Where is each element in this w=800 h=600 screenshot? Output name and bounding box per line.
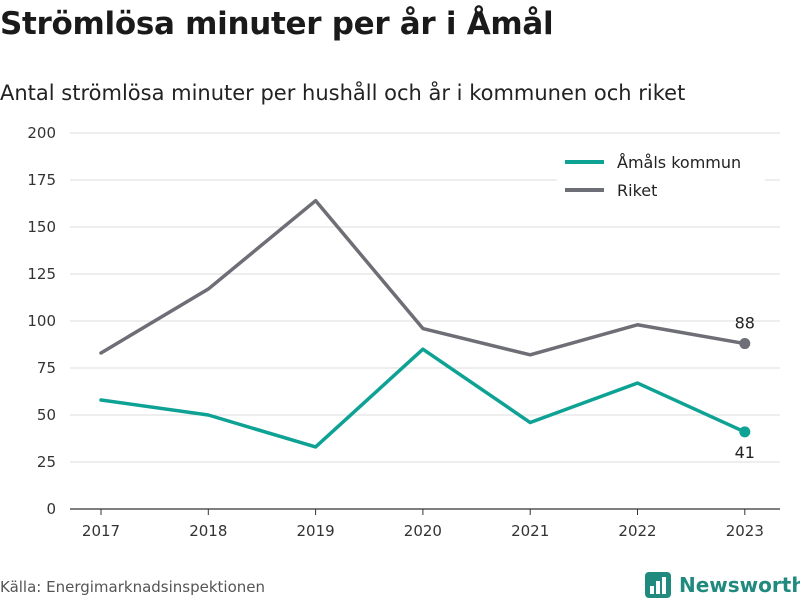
end-point-marker xyxy=(739,426,751,438)
chart-subtitle: Antal strömlösa minuter per hushåll och … xyxy=(0,81,686,105)
y-tick-label: 175 xyxy=(27,171,56,189)
x-tick-label: 2022 xyxy=(618,522,656,540)
y-tick-label: 150 xyxy=(27,218,56,236)
end-value-label: 41 xyxy=(735,443,755,462)
source-note: Källa: Energimarknadsinspektionen xyxy=(0,578,266,596)
series-line xyxy=(99,347,747,449)
line-chart: 0 25 50 75 100 125 150 175 200 2017 2018 2019 2020 20… xyxy=(27,124,780,540)
chart-title: Strömlösa minuter per år i Åmål xyxy=(0,6,554,42)
legend-background xyxy=(557,145,765,209)
y-tick-label: 75 xyxy=(37,359,56,377)
y-tick-label: 25 xyxy=(37,453,56,471)
x-tick-label: 2017 xyxy=(82,522,120,540)
x-tick-label: 2019 xyxy=(297,522,335,540)
y-tick-label: 0 xyxy=(46,500,56,518)
end-value-label: 88 xyxy=(735,314,755,333)
y-tick-label: 200 xyxy=(27,124,56,142)
brand-name: Newsworthy xyxy=(679,573,800,597)
newsworthy-logo-icon xyxy=(645,572,671,598)
y-tick-label: 125 xyxy=(27,265,56,283)
x-tick-label: 2021 xyxy=(511,522,549,540)
brand-logo[interactable]: Newsworthy xyxy=(645,570,800,600)
series-line xyxy=(99,198,747,357)
x-tick-label: 2018 xyxy=(189,522,227,540)
y-tick-label: 50 xyxy=(37,406,56,424)
chart-legend: Åmåls kommun Riket xyxy=(557,145,765,209)
x-tick-label: 2023 xyxy=(726,522,764,540)
end-point-marker xyxy=(739,338,751,350)
x-tick-label: 2020 xyxy=(404,522,442,540)
y-tick-label: 100 xyxy=(27,312,56,330)
legend-label: Riket xyxy=(617,181,657,200)
legend-label: Åmåls kommun xyxy=(617,153,741,172)
